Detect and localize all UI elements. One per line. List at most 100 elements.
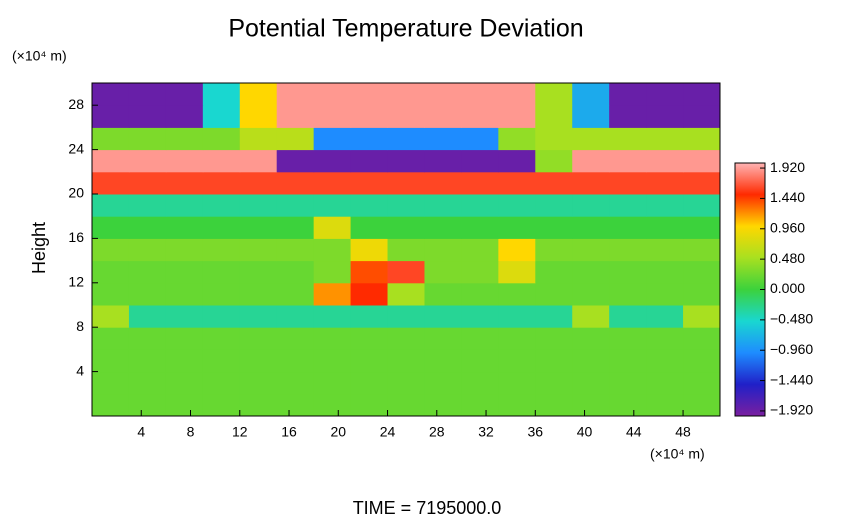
heat-cell — [128, 238, 167, 262]
heat-cell — [276, 83, 315, 106]
heat-cell — [387, 216, 425, 239]
heat-cell — [276, 171, 315, 195]
heat-cell — [202, 194, 241, 217]
heat-cell — [498, 149, 536, 173]
heat-cell — [498, 371, 536, 395]
heat-cell — [239, 216, 278, 239]
heat-cell — [202, 238, 241, 262]
heat-cell — [313, 216, 352, 239]
heat-cell — [683, 282, 721, 306]
heat-cell — [92, 393, 130, 417]
colorbar-tick-label: −1.440 — [770, 371, 813, 387]
heat-cell — [609, 327, 647, 350]
heat-cell — [646, 371, 684, 395]
heat-cell — [313, 327, 352, 350]
heat-cell — [646, 282, 684, 306]
heat-cell — [350, 282, 389, 306]
heat-cell — [683, 260, 721, 284]
heat-cell — [646, 171, 684, 195]
heat-cell — [461, 216, 499, 239]
x-tick-label: 28 — [429, 424, 445, 440]
heat-cell — [276, 327, 315, 350]
colorbar-tick-label: −0.480 — [770, 311, 813, 327]
heat-cell — [239, 149, 278, 173]
heat-cell — [461, 327, 499, 350]
plot-frame — [91, 82, 721, 417]
heat-cell — [646, 149, 684, 173]
heat-cell — [535, 393, 573, 417]
heat-cell — [165, 349, 204, 373]
heat-cell — [202, 305, 241, 328]
heat-cell — [498, 238, 536, 262]
heat-cell — [350, 105, 389, 128]
heat-cell — [535, 327, 573, 350]
heat-cell — [350, 349, 389, 373]
heat-cell — [313, 238, 352, 262]
heat-cell — [683, 305, 721, 328]
heat-cell — [92, 127, 130, 151]
heat-cell — [165, 238, 204, 262]
heat-cell — [498, 127, 536, 151]
y-tick-label: 4 — [76, 362, 84, 378]
heat-cell — [535, 282, 573, 306]
heat-cell — [92, 105, 130, 128]
heat-cell — [535, 149, 573, 173]
heat-cell — [128, 393, 167, 417]
heat-cell — [498, 194, 536, 217]
heat-cell — [498, 393, 536, 417]
heat-cell — [609, 171, 647, 195]
heat-cell — [609, 260, 647, 284]
heat-cell — [350, 260, 389, 284]
heat-cell — [535, 171, 573, 195]
heat-cell — [165, 327, 204, 350]
heat-cell — [572, 171, 610, 195]
heat-cell — [128, 194, 167, 217]
heat-cell — [165, 149, 204, 173]
heat-cell — [276, 305, 315, 328]
heat-cell — [424, 349, 462, 373]
heat-cell — [424, 105, 462, 128]
heat-cell — [424, 127, 462, 151]
heat-cell — [498, 216, 536, 239]
heat-cell — [202, 216, 241, 239]
heat-cell — [202, 371, 241, 395]
heat-cell — [424, 371, 462, 395]
heat-cell — [387, 149, 425, 173]
heat-cell — [387, 282, 425, 306]
heat-cell — [683, 149, 721, 173]
heat-cell — [165, 305, 204, 328]
heat-cell — [498, 260, 536, 284]
heat-cell — [572, 327, 610, 350]
heat-cell — [461, 238, 499, 262]
heat-cell — [276, 216, 315, 239]
heat-cell — [239, 349, 278, 373]
heat-cell — [609, 305, 647, 328]
heat-cell — [387, 194, 425, 217]
heat-cell — [165, 83, 204, 106]
heat-cell — [239, 327, 278, 350]
heat-cell — [165, 194, 204, 217]
heat-cell — [572, 393, 610, 417]
heat-cell — [313, 105, 352, 128]
heat-cell — [424, 260, 462, 284]
chart-title: Potential Temperature Deviation — [228, 15, 583, 43]
heat-cell — [387, 349, 425, 373]
heat-cell — [609, 105, 647, 128]
heat-cell — [646, 327, 684, 350]
colorbar-tick-label: 1.920 — [770, 159, 805, 175]
footer: TIME = 7195000.0 — [353, 498, 502, 518]
x-tick-label: 8 — [187, 424, 195, 440]
heat-cell — [498, 171, 536, 195]
y-axis-label: Height — [29, 222, 49, 274]
heat-cell — [313, 149, 352, 173]
heat-cell — [239, 260, 278, 284]
heat-cell — [609, 238, 647, 262]
heat-cell — [424, 305, 462, 328]
heat-cell — [313, 260, 352, 284]
x-tick-label: 36 — [528, 424, 544, 440]
heat-cell — [572, 371, 610, 395]
heat-cell — [92, 216, 130, 239]
x-tick-label: 20 — [330, 424, 346, 440]
heat-cell — [313, 127, 352, 151]
